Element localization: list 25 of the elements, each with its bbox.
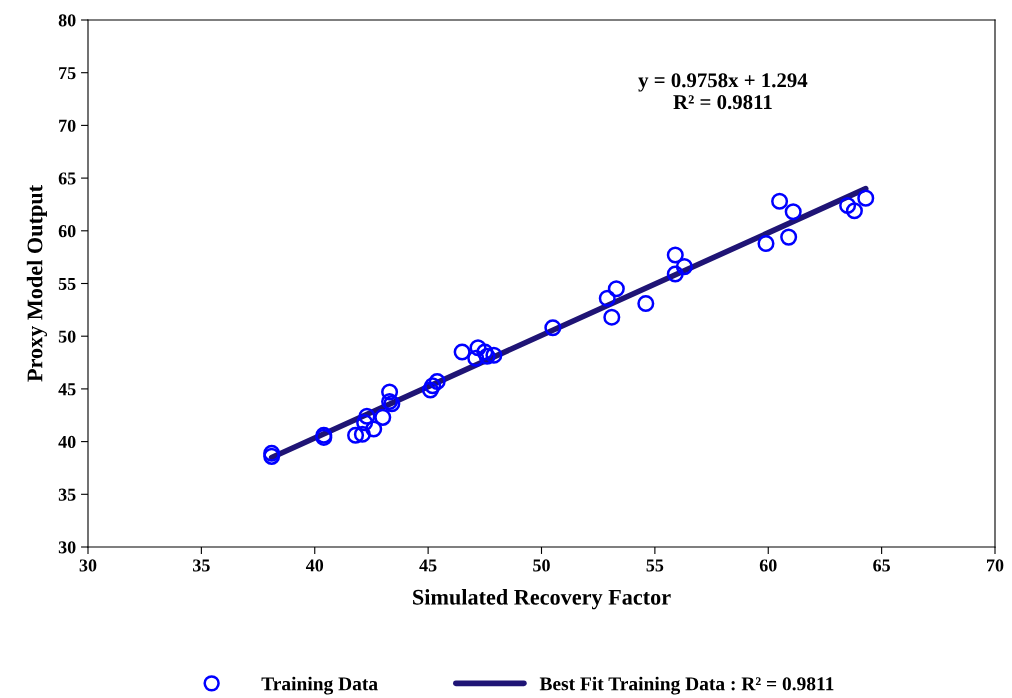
y-tick-label: 30 (58, 541, 76, 554)
legend-label: Training Data (261, 676, 378, 695)
y-tick-label: 35 (58, 488, 76, 501)
y-tick-label: 55 (58, 277, 76, 290)
y-tick-label: 65 (58, 172, 76, 185)
y-tick-label: 60 (58, 225, 76, 238)
y-tick-label: 75 (59, 67, 76, 80)
y-tick-label: 45 (58, 383, 76, 396)
x-tick-label: 45 (419, 559, 437, 572)
legend-label: Best Fit Training Data : R² = 0.9811 (539, 676, 834, 695)
y-tick-label: 40 (58, 435, 76, 449)
annotation: y = 0.9758x + 1.294 R² = 0.9811 (638, 73, 808, 110)
y-tick-label: 50 (58, 330, 76, 343)
x-tick-label: 60 (759, 559, 777, 572)
x-tick-label: 40 (305, 559, 324, 572)
x-tick-label: 50 (533, 559, 550, 572)
y-axis-title: Proxy Model Output (26, 185, 48, 382)
y-tick-label: 70 (59, 119, 76, 132)
x-axis-title: Simulated Recovery Factor (413, 589, 671, 610)
x-tick-label: 65 (873, 559, 890, 572)
x-tick-label: 30 (79, 559, 97, 572)
x-tick-label: 70 (987, 559, 1004, 572)
y-tick-label: 80 (58, 14, 76, 27)
x-tick-label: 35 (193, 559, 210, 572)
x-tick-label: 55 (646, 559, 664, 572)
